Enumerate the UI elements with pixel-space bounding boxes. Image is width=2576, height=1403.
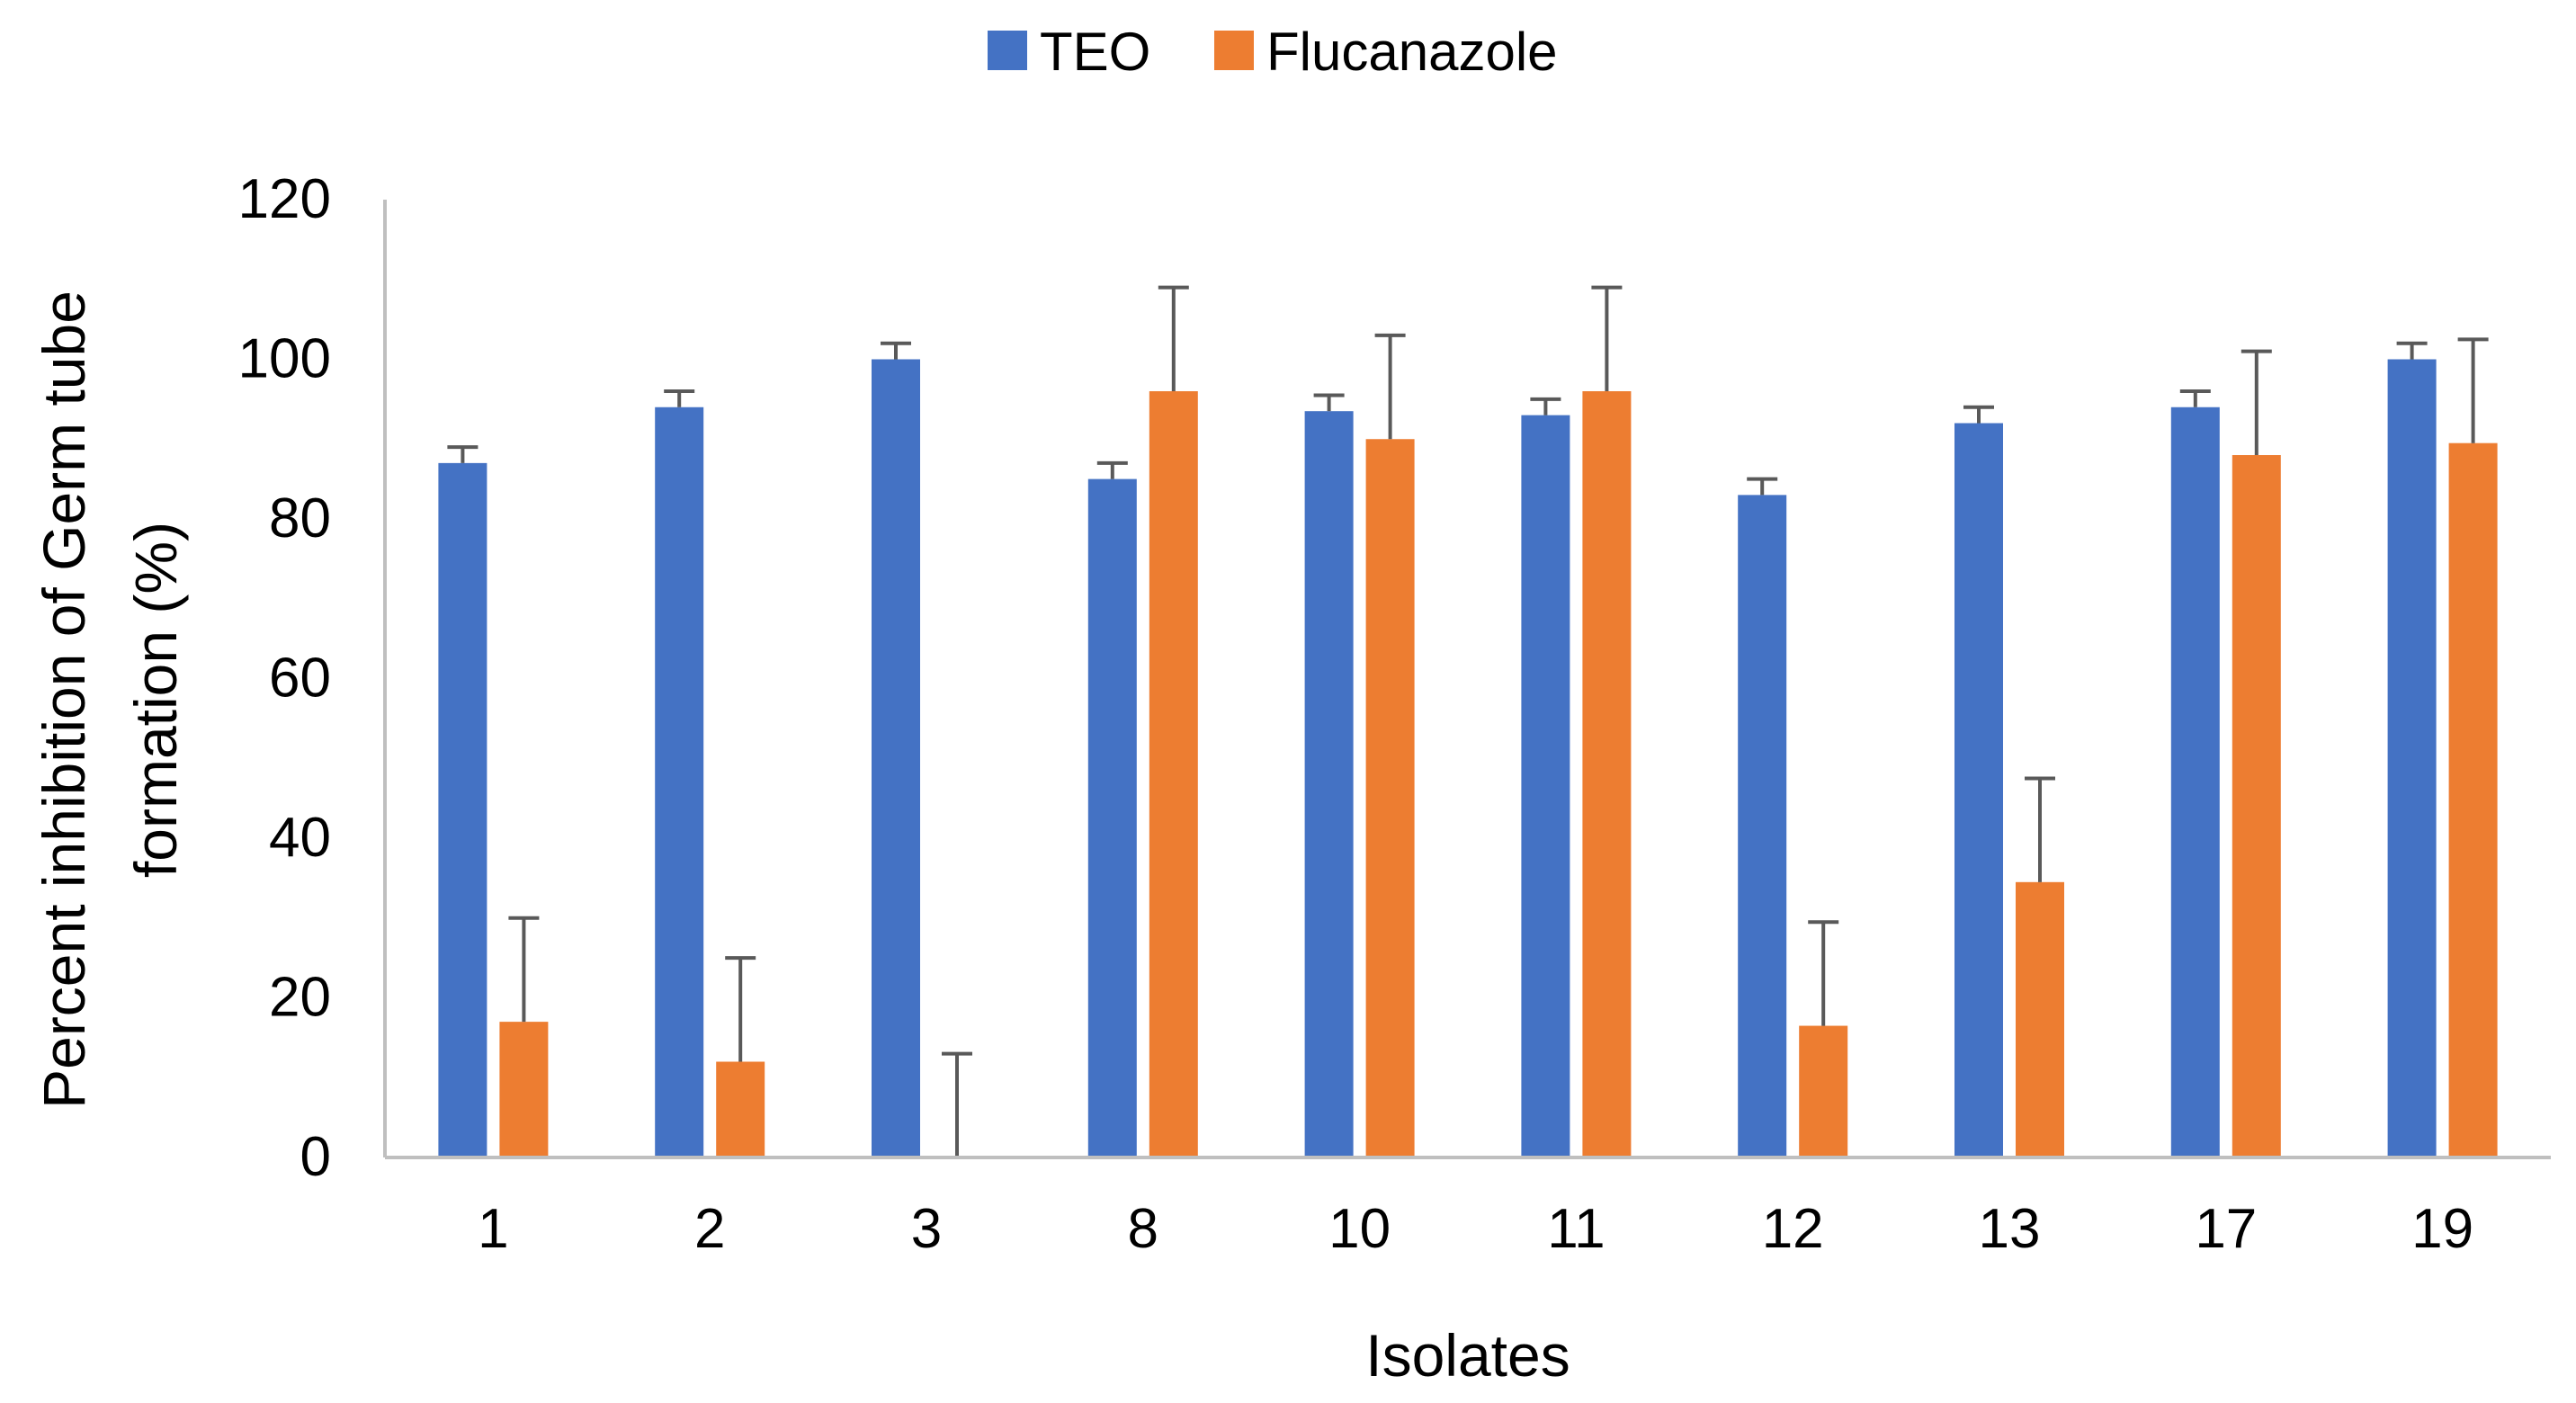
bar-flucanazole-isolate-10 [1365, 439, 1415, 1157]
bar-flucanazole-isolate-17 [2232, 455, 2281, 1157]
y-axis-title-line-1: Percent inhibition of Germ tube [31, 290, 97, 1109]
bar-teo-isolate-13 [1954, 423, 2003, 1157]
x-axis-title: Isolates [1365, 1322, 1570, 1389]
x-tick-label-isolate-19: 19 [2411, 1198, 2473, 1260]
x-tick-label-isolate-10: 10 [1328, 1198, 1391, 1260]
bar-teo-isolate-12 [1738, 495, 1787, 1157]
bar-flucanazole-isolate-8 [1149, 391, 1198, 1157]
x-tick-label-isolate-11: 11 [1547, 1198, 1605, 1260]
bar-flucanazole-isolate-11 [1582, 391, 1632, 1157]
y-tick-label: 80 [269, 487, 331, 550]
y-tick-label: 0 [300, 1126, 331, 1188]
y-tick-label: 40 [269, 807, 331, 869]
legend-label-teo: TEO [1040, 22, 1150, 82]
x-tick-label-isolate-17: 17 [2195, 1198, 2257, 1260]
legend-swatch-flucanazole [1214, 31, 1254, 70]
x-tick-label-isolate-2: 2 [694, 1198, 725, 1260]
bar-teo-isolate-10 [1304, 411, 1354, 1157]
legend: TEO Flucanazole [988, 22, 1558, 82]
y-axis-title-line-2: formation (%) [122, 522, 189, 878]
y-tick-label: 60 [269, 648, 331, 710]
x-tick-label-isolate-8: 8 [1128, 1198, 1158, 1260]
bar-teo-isolate-3 [872, 359, 920, 1157]
bar-teo-isolate-8 [1087, 478, 1137, 1157]
legend-swatch-teo [988, 31, 1027, 70]
bar-flucanazole-isolate-13 [2016, 881, 2064, 1157]
bar-flucanazole-isolate-1 [499, 1022, 549, 1157]
x-tick-label-isolate-13: 13 [1979, 1198, 2041, 1260]
bar-teo-isolate-2 [655, 407, 704, 1157]
bar-teo-isolate-17 [2170, 407, 2220, 1157]
x-tick-label-isolate-12: 12 [1762, 1198, 1824, 1260]
y-axis-title: Percent inhibition of Germ tube formatio… [31, 290, 189, 1109]
bar-flucanazole-isolate-19 [2448, 442, 2498, 1157]
bar-teo-isolate-19 [2387, 359, 2437, 1157]
bar-teo-isolate-11 [1521, 415, 1570, 1157]
bar-flucanazole-isolate-12 [1799, 1025, 1848, 1157]
y-tick-label: 100 [238, 328, 331, 390]
y-tick-label: 20 [269, 967, 331, 1029]
legend-label-flucanazole: Flucanazole [1266, 22, 1558, 82]
x-tick-label-isolate-3: 3 [911, 1198, 942, 1260]
y-tick-label: 120 [238, 168, 331, 230]
x-tick-label-isolate-1: 1 [478, 1198, 508, 1260]
bar-flucanazole-isolate-2 [716, 1061, 765, 1157]
bar-teo-isolate-1 [438, 462, 487, 1157]
